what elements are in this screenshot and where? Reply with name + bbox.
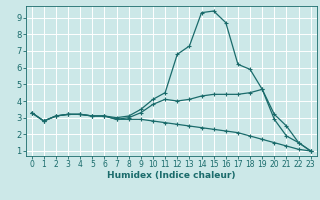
X-axis label: Humidex (Indice chaleur): Humidex (Indice chaleur) <box>107 171 236 180</box>
